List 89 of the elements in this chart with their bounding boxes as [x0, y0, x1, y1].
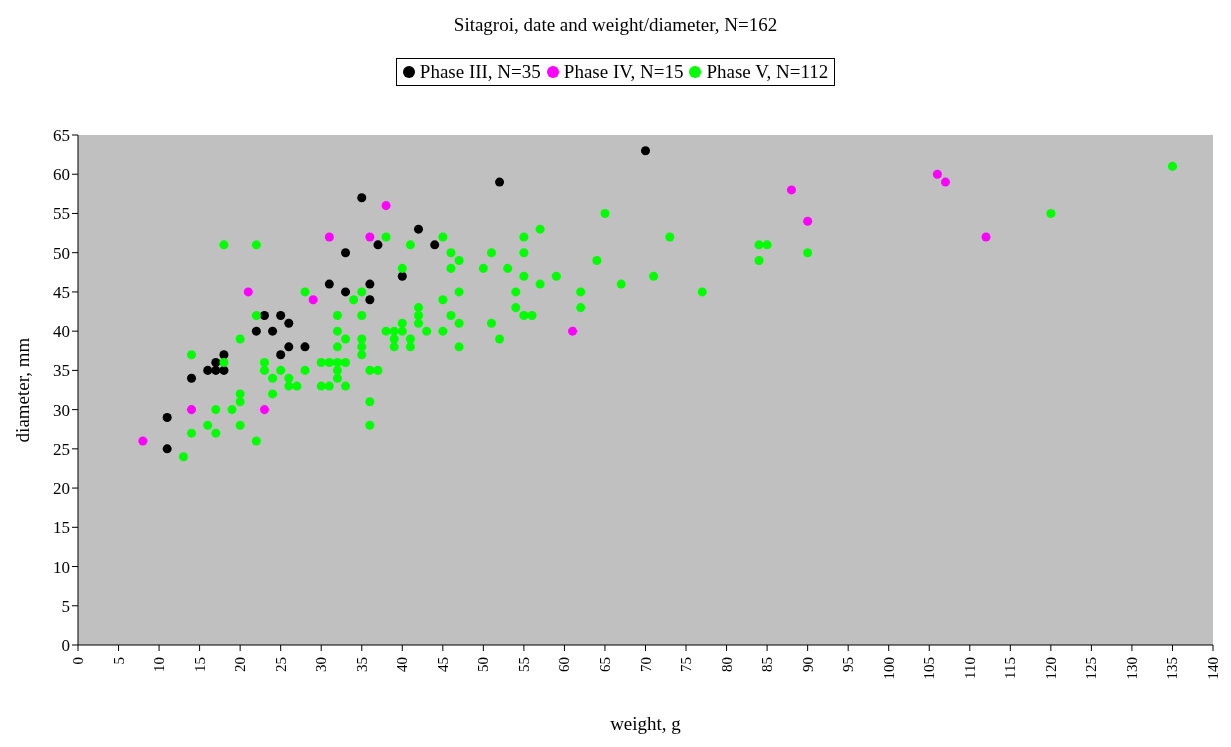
y-tick-label: 25 — [53, 439, 70, 459]
x-tick-label: 30 — [313, 657, 330, 672]
y-axis-title: diameter, mm — [11, 337, 33, 443]
x-tick-label: 70 — [637, 657, 654, 672]
x-tick-label: 80 — [718, 657, 735, 672]
y-tick-label: 60 — [53, 165, 70, 185]
point — [268, 326, 278, 336]
x-axis-title: weight, g — [610, 713, 682, 734]
point — [251, 326, 261, 336]
x-tick-label: 90 — [799, 657, 816, 672]
y-tick-label: 40 — [53, 322, 70, 342]
point — [219, 350, 229, 360]
point — [186, 405, 197, 415]
x-tick-label: 20 — [232, 657, 249, 672]
y-tick-label: 55 — [53, 204, 70, 224]
point — [803, 216, 813, 226]
legend-label: Phase III, N=35 — [419, 61, 541, 83]
legend-label: Phase IV, N=15 — [563, 61, 684, 83]
point — [640, 146, 651, 156]
point — [138, 436, 148, 446]
point — [276, 310, 286, 320]
y-tick-label: 10 — [53, 557, 70, 577]
point — [397, 271, 407, 281]
x-tick-label: 25 — [272, 657, 289, 672]
point — [211, 358, 221, 368]
x-tick-label: 5 — [110, 657, 127, 665]
point — [568, 326, 578, 336]
y-tick-label: 15 — [53, 518, 70, 538]
chart-title: Sitagroi, date and weight/diameter, N=162 — [452, 13, 779, 37]
x-tick-label: 105 — [921, 657, 938, 680]
x-tick-label: 125 — [1083, 657, 1100, 680]
x-tick-label: 120 — [1042, 657, 1059, 680]
x-tick-label: 110 — [961, 657, 978, 679]
point — [341, 248, 351, 258]
point — [324, 232, 334, 242]
point — [365, 279, 375, 289]
x-tick-label: 40 — [394, 657, 411, 672]
point — [365, 232, 375, 242]
point — [162, 444, 172, 454]
point — [373, 240, 383, 250]
x-tick-label: 95 — [840, 657, 857, 672]
x-tick-label: 75 — [678, 657, 695, 672]
point — [203, 365, 213, 375]
point — [381, 201, 391, 211]
y-tick-label: 5 — [61, 596, 70, 616]
x-tick-label: 115 — [1002, 657, 1019, 679]
point — [259, 405, 269, 415]
x-tick-label: 55 — [515, 657, 532, 672]
point — [259, 310, 269, 320]
x-tick-label: 10 — [151, 657, 168, 672]
x-tick-label: 35 — [353, 657, 370, 672]
point — [308, 295, 318, 305]
point — [186, 373, 197, 383]
x-tick-label: 15 — [191, 657, 208, 672]
point — [211, 365, 221, 375]
point — [284, 342, 294, 352]
point — [786, 185, 796, 195]
x-tick-label: 135 — [1164, 657, 1181, 680]
point — [324, 279, 334, 289]
point — [495, 177, 505, 187]
point — [341, 287, 351, 297]
y-tick-label: 45 — [53, 282, 70, 302]
x-tick-label: 65 — [596, 657, 613, 672]
x-tick-label: 0 — [70, 657, 86, 665]
point — [284, 318, 294, 328]
point — [430, 240, 440, 250]
point — [276, 350, 286, 360]
x-tick-label: 130 — [1123, 657, 1140, 680]
point — [162, 412, 172, 422]
x-tick-label: 140 — [1205, 657, 1221, 680]
y-tick-label: 20 — [53, 479, 70, 499]
point — [300, 342, 310, 352]
x-tick-label: 45 — [434, 657, 451, 672]
point — [940, 177, 950, 187]
y-tick-label: 50 — [53, 243, 70, 263]
point — [981, 232, 991, 242]
point — [365, 295, 375, 305]
point — [243, 287, 253, 297]
point — [413, 224, 424, 234]
y-tick-label: 65 — [53, 126, 70, 146]
x-tick-label: 100 — [880, 657, 897, 680]
point — [357, 193, 367, 203]
legend-label: Phase V, N=112 — [706, 61, 829, 83]
point — [932, 169, 942, 179]
x-tick-label: 50 — [475, 657, 492, 672]
y-tick-label: 35 — [53, 361, 70, 381]
x-tick-label: 85 — [759, 657, 776, 672]
y-tick-label: 30 — [53, 400, 70, 420]
x-tick-label: 60 — [556, 657, 573, 672]
